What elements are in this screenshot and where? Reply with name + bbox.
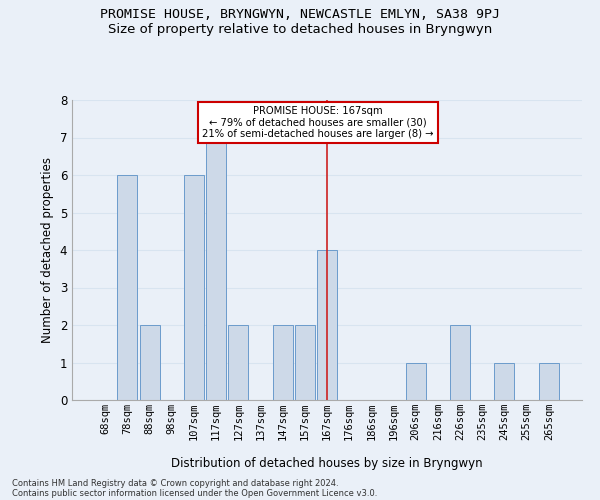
Bar	[450, 325, 470, 400]
Bar	[206, 138, 226, 400]
Bar	[118, 175, 137, 400]
Bar	[317, 250, 337, 400]
Text: Contains HM Land Registry data © Crown copyright and database right 2024.: Contains HM Land Registry data © Crown c…	[12, 479, 338, 488]
Bar	[140, 325, 160, 400]
Bar	[494, 362, 514, 400]
Text: PROMISE HOUSE, BRYNGWYN, NEWCASTLE EMLYN, SA38 9PJ: PROMISE HOUSE, BRYNGWYN, NEWCASTLE EMLYN…	[100, 8, 500, 20]
Text: Contains public sector information licensed under the Open Government Licence v3: Contains public sector information licen…	[12, 489, 377, 498]
Bar	[228, 325, 248, 400]
Bar	[272, 325, 293, 400]
Text: Distribution of detached houses by size in Bryngwyn: Distribution of detached houses by size …	[171, 458, 483, 470]
Bar	[295, 325, 315, 400]
Y-axis label: Number of detached properties: Number of detached properties	[41, 157, 54, 343]
Text: Size of property relative to detached houses in Bryngwyn: Size of property relative to detached ho…	[108, 22, 492, 36]
Bar	[406, 362, 426, 400]
Bar	[539, 362, 559, 400]
Text: PROMISE HOUSE: 167sqm
← 79% of detached houses are smaller (30)
21% of semi-deta: PROMISE HOUSE: 167sqm ← 79% of detached …	[202, 106, 434, 139]
Bar	[184, 175, 204, 400]
